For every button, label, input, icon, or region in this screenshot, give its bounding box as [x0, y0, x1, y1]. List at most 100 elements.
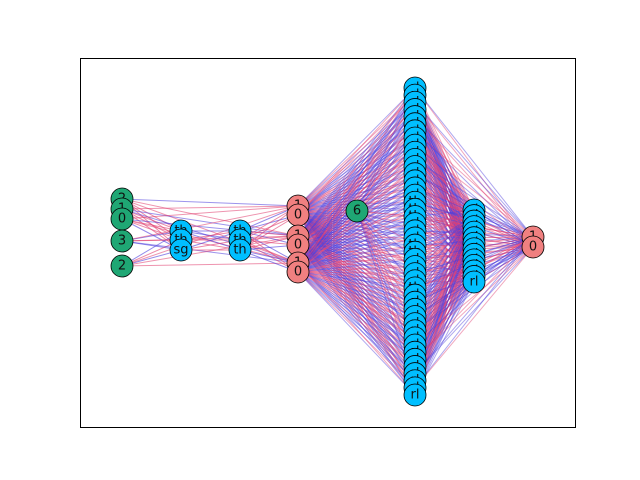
- edge: [297, 244, 416, 346]
- edge: [297, 265, 416, 273]
- edge: [297, 244, 416, 389]
- edge: [297, 262, 416, 346]
- layer-ops-c: rlrlrlrlrlrlrlrlrlrlrlrlrlrlrlrlthththrl…: [403, 76, 427, 407]
- edge: [297, 244, 416, 267]
- edge: [297, 130, 416, 237]
- edge: [297, 137, 416, 207]
- edge: [297, 223, 416, 273]
- edge: [297, 180, 416, 216]
- edge: [297, 262, 416, 282]
- edge: [297, 94, 416, 246]
- edge: [297, 205, 416, 275]
- edge: [297, 271, 416, 382]
- edge: [121, 205, 299, 220]
- edge: [297, 262, 416, 332]
- bin-node: 0: [286, 260, 310, 284]
- edge: [297, 123, 416, 264]
- edge: [297, 235, 416, 303]
- edge: [297, 109, 416, 207]
- edge: [297, 116, 416, 264]
- edge: [297, 214, 416, 232]
- edge: [297, 262, 416, 367]
- edge: [297, 137, 416, 246]
- edge: [297, 262, 416, 296]
- edge: [297, 205, 416, 289]
- edge: [414, 246, 534, 374]
- edge: [297, 94, 416, 207]
- edge: [297, 158, 416, 237]
- node-label: 2: [118, 259, 126, 274]
- edge: [297, 244, 416, 360]
- edge: [297, 244, 416, 396]
- edge: [297, 271, 416, 289]
- edge: [297, 244, 416, 282]
- edge: [297, 271, 416, 310]
- edge: [297, 251, 416, 264]
- edge: [297, 235, 416, 253]
- edge: [297, 235, 416, 325]
- edge: [297, 87, 416, 237]
- edge: [297, 205, 416, 381]
- edge: [297, 223, 416, 237]
- edge: [297, 214, 416, 289]
- edge: [297, 94, 416, 237]
- edge: [121, 208, 299, 237]
- op-node: rl: [462, 270, 486, 294]
- edge: [297, 244, 416, 353]
- layer-bins-a: 101010: [286, 194, 310, 284]
- edge: [297, 94, 416, 264]
- edge: [121, 240, 299, 264]
- edge: [297, 244, 416, 374]
- edge: [121, 205, 299, 210]
- edge: [297, 208, 416, 237]
- edge: [414, 101, 534, 238]
- edge: [297, 214, 416, 282]
- edge: [297, 244, 416, 264]
- edge: [297, 244, 416, 289]
- edge: [297, 235, 416, 267]
- edge: [297, 235, 416, 310]
- edge: [297, 214, 416, 260]
- node-label: 0: [294, 238, 302, 253]
- edge: [297, 235, 416, 282]
- edge: [297, 216, 416, 246]
- edge: [297, 214, 416, 246]
- node-label: 3: [118, 234, 126, 249]
- edge: [414, 236, 534, 389]
- edge: [297, 214, 416, 275]
- edge: [297, 223, 416, 264]
- layer-ops-a: ththsg: [169, 219, 193, 262]
- edge: [121, 198, 299, 237]
- nodes: 21032ththsgththth1010106rlrlrlrlrlrlrlrl…: [110, 76, 545, 407]
- edge: [297, 262, 416, 360]
- edge: [297, 262, 416, 303]
- node-circle: [521, 235, 545, 259]
- edge: [297, 87, 416, 207]
- edge: [414, 158, 534, 238]
- edge: [297, 201, 416, 264]
- edge: [297, 94, 416, 216]
- edge: [297, 173, 416, 216]
- edge: [297, 235, 416, 360]
- edge: [297, 205, 416, 374]
- node-circle: [462, 270, 486, 294]
- edge: [414, 87, 534, 238]
- edge: [297, 214, 416, 382]
- edge: [297, 205, 416, 389]
- edge: [297, 230, 416, 246]
- edge: [297, 262, 416, 374]
- edge: [297, 230, 416, 264]
- edge: [297, 144, 416, 216]
- edge: [297, 187, 416, 207]
- edge: [297, 109, 416, 273]
- edge: [297, 201, 416, 273]
- edge: [297, 214, 416, 267]
- layer-ops-b: ththth: [228, 219, 252, 262]
- edge: [297, 173, 416, 273]
- edge: [297, 205, 416, 332]
- node-circle: [345, 199, 369, 223]
- edge: [297, 235, 416, 374]
- edge: [297, 251, 416, 273]
- edge: [297, 87, 416, 216]
- edge: [297, 271, 416, 389]
